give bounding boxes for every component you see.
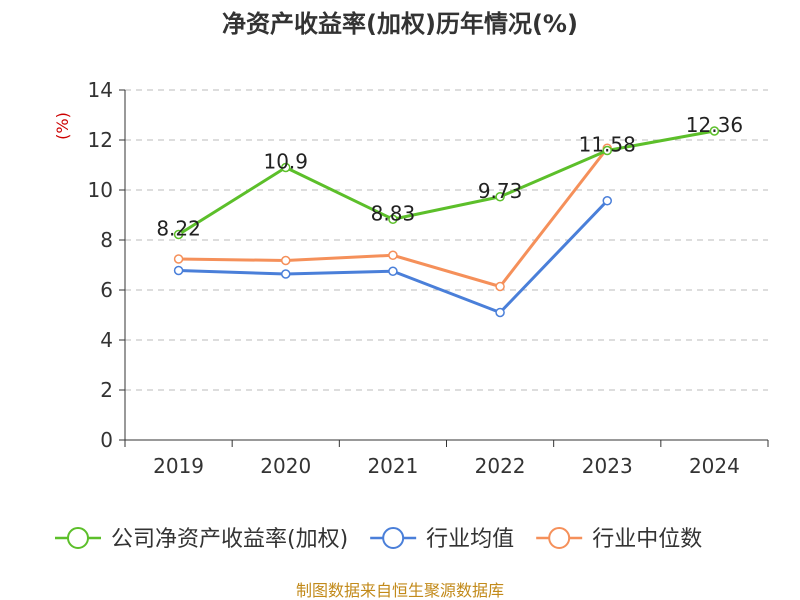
data-label: 11.58 — [579, 133, 636, 157]
axes: 0 2 4 6 8 10 12 14 2019 2020 2021 2022 2023 2024 — [88, 78, 769, 478]
data-point — [495, 192, 505, 202]
series-group — [173, 126, 720, 318]
x-tick-label: 2023 — [582, 454, 633, 478]
data-label: 12.36 — [686, 113, 743, 137]
data-point — [281, 269, 291, 279]
y-tick-label: 10 — [88, 178, 113, 202]
legend-item[interactable]: 行业中位数 — [536, 527, 702, 552]
gridlines — [125, 89, 768, 391]
data-point — [602, 196, 612, 206]
data-label: 8.83 — [371, 201, 416, 225]
data-point — [281, 255, 291, 266]
data-point — [173, 229, 184, 240]
y-tick-label: 2 — [100, 378, 113, 402]
data-label: 9.73 — [478, 179, 523, 203]
data-point — [495, 281, 505, 292]
data-label: 10.9 — [263, 150, 308, 174]
y-tick-label: 6 — [100, 278, 113, 302]
legend-label: 行业均值 — [426, 527, 514, 552]
legend-item[interactable]: 行业均值 — [370, 527, 514, 552]
y-tick-label: 12 — [88, 128, 113, 152]
x-tick-label: 2021 — [367, 454, 418, 478]
source-note: 制图数据来自恒生聚源数据库 — [296, 581, 504, 600]
x-tick-label: 2024 — [689, 454, 740, 478]
data-point — [495, 307, 505, 318]
legend-swatch-marker — [382, 527, 405, 549]
data-label: 8.22 — [156, 217, 201, 241]
y-tick-label: 4 — [100, 328, 113, 352]
legend-swatch-marker — [67, 527, 89, 549]
legend-swatch-marker — [548, 527, 571, 549]
x-tick-label: 2019 — [153, 454, 204, 478]
y-axis-unit: (%) — [53, 112, 72, 140]
legend-label: 公司净资产收益率(加权) — [111, 527, 348, 552]
y-tick-label: 8 — [100, 228, 113, 252]
data-point — [173, 254, 184, 264]
data-labels: 8.22 10.9 8.83 9.73 11.58 12.36 — [156, 113, 743, 241]
x-tick-label: 2020 — [260, 454, 311, 478]
data-point — [281, 162, 291, 173]
chart-title: 净资产收益率(加权)历年情况(%) — [222, 10, 578, 38]
y-tick-label: 14 — [88, 78, 113, 102]
data-point — [709, 126, 720, 136]
series-line — [177, 129, 715, 236]
data-point — [388, 266, 398, 276]
data-point — [173, 265, 184, 276]
data-point — [388, 250, 398, 260]
data-point — [602, 145, 612, 156]
data-point — [388, 214, 398, 224]
legend-label: 行业中位数 — [592, 527, 702, 552]
legend: 公司净资产收益率(加权) 行业均值 行业中位数 — [55, 527, 702, 552]
y-tick-label: 0 — [100, 428, 113, 452]
legend-item[interactable]: 公司净资产收益率(加权) — [55, 527, 348, 552]
x-tick-label: 2022 — [475, 454, 526, 478]
